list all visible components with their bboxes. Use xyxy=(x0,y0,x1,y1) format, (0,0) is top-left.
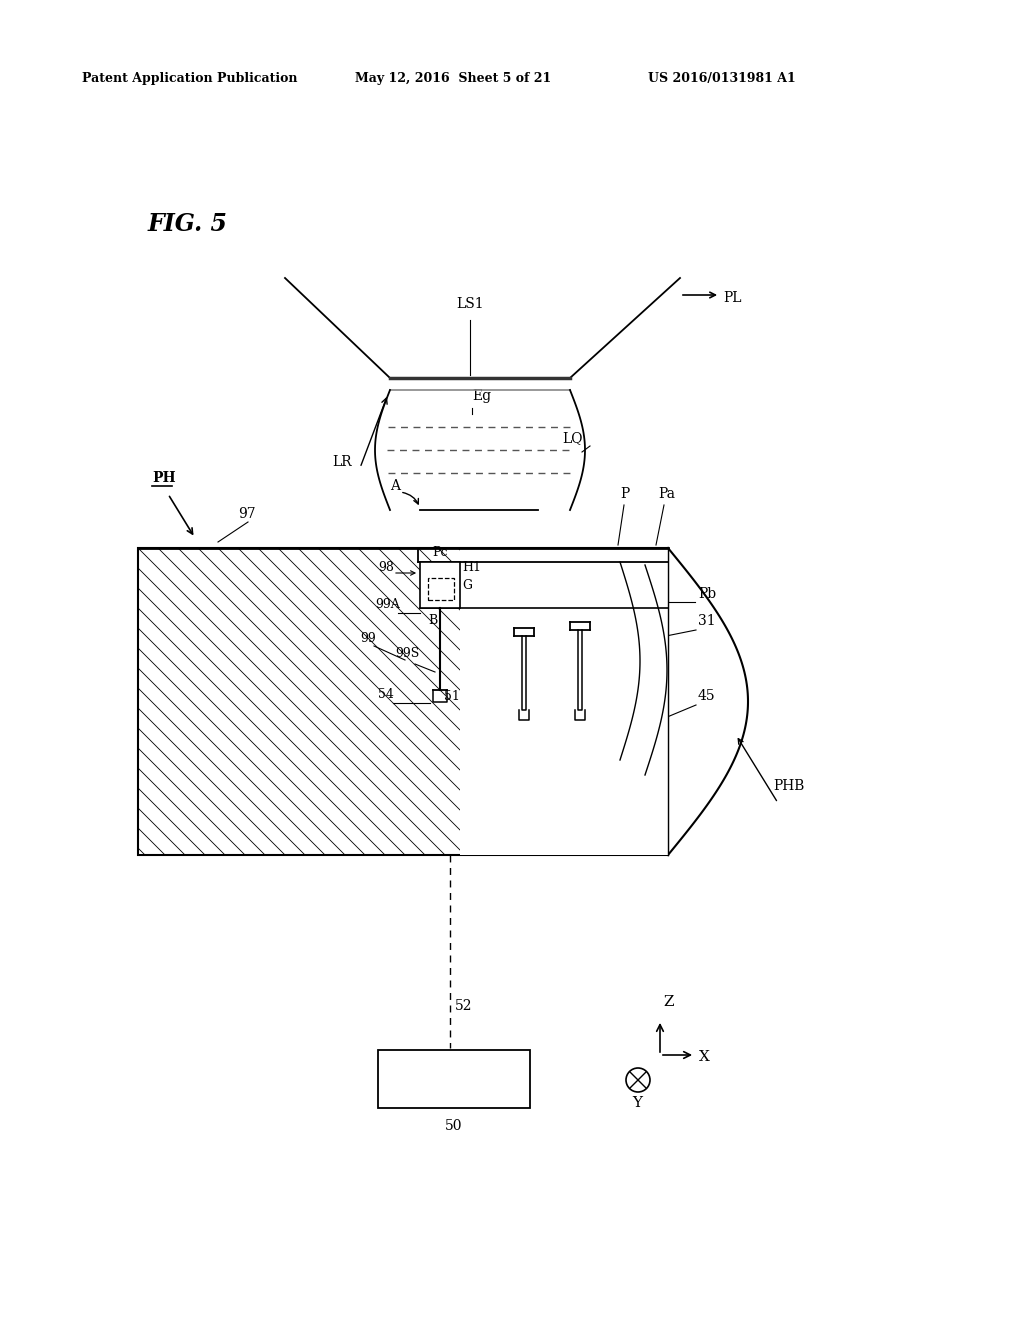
Text: LR: LR xyxy=(332,455,351,469)
Text: 46: 46 xyxy=(572,603,588,616)
Text: 99: 99 xyxy=(360,632,376,645)
Text: Patent Application Publication: Patent Application Publication xyxy=(82,73,298,84)
Text: 99A: 99A xyxy=(375,598,399,611)
Text: Pa: Pa xyxy=(658,487,675,502)
Text: May 12, 2016  Sheet 5 of 21: May 12, 2016 Sheet 5 of 21 xyxy=(355,73,551,84)
Text: Pb: Pb xyxy=(698,587,716,601)
Text: 45: 45 xyxy=(698,689,716,704)
Text: Z: Z xyxy=(663,995,674,1008)
Text: LS1: LS1 xyxy=(456,297,483,312)
Text: 52: 52 xyxy=(455,999,472,1012)
Text: 54: 54 xyxy=(378,688,394,701)
Text: 98: 98 xyxy=(378,561,394,574)
Bar xyxy=(420,562,460,609)
Bar xyxy=(378,1049,530,1107)
Text: A: A xyxy=(390,479,400,492)
Text: APPARATUS: APPARATUS xyxy=(418,1081,489,1093)
Text: PL: PL xyxy=(723,290,741,305)
Text: B: B xyxy=(428,614,437,627)
Text: Y: Y xyxy=(632,1096,642,1110)
Text: 97: 97 xyxy=(238,507,256,521)
Bar xyxy=(428,578,454,601)
Text: Eg: Eg xyxy=(472,389,492,403)
Text: US 2016/0131981 A1: US 2016/0131981 A1 xyxy=(648,73,796,84)
Text: 45: 45 xyxy=(540,744,556,758)
Text: 42: 42 xyxy=(517,609,532,622)
Text: 46A: 46A xyxy=(560,554,585,568)
Text: Pc: Pc xyxy=(432,546,447,558)
Text: G: G xyxy=(462,579,472,591)
Bar xyxy=(138,548,668,855)
Text: 51: 51 xyxy=(444,690,460,704)
Text: 42S: 42S xyxy=(468,598,493,611)
Text: X: X xyxy=(699,1049,710,1064)
Text: FIG. 5: FIG. 5 xyxy=(148,213,228,236)
Text: K: K xyxy=(473,671,482,682)
Text: 50: 50 xyxy=(445,1119,463,1133)
Text: 31: 31 xyxy=(698,614,716,628)
Text: SUCTION: SUCTION xyxy=(426,1064,482,1077)
Text: H1: H1 xyxy=(462,561,481,574)
Text: 41: 41 xyxy=(540,686,556,700)
Text: PH: PH xyxy=(152,471,176,484)
Text: PHB: PHB xyxy=(773,779,805,793)
Text: 42A: 42A xyxy=(472,554,497,568)
Bar xyxy=(460,548,668,855)
Text: 99S: 99S xyxy=(395,647,419,660)
Text: LQ: LQ xyxy=(562,432,583,445)
Text: 33: 33 xyxy=(487,614,503,627)
Text: P: P xyxy=(620,487,630,502)
